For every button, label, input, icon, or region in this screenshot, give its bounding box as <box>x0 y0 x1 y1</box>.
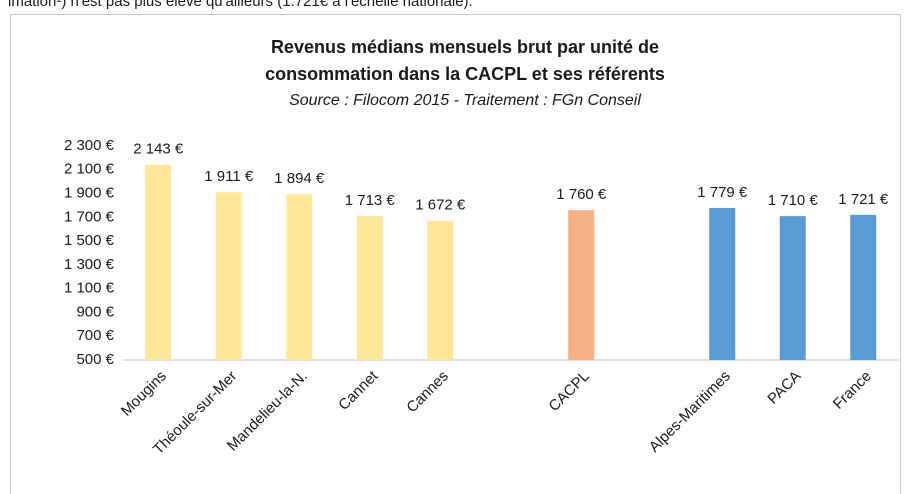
bar <box>568 210 595 360</box>
bar <box>709 207 736 360</box>
x-tick-label: Cannet <box>335 367 382 414</box>
bar <box>427 220 454 360</box>
x-tick-label: PACA <box>764 368 804 408</box>
y-tick-label: 1 100 € <box>64 280 115 297</box>
y-tick-label: 900 € <box>76 303 114 320</box>
bar <box>286 194 313 360</box>
chart-frame <box>10 14 901 494</box>
bar <box>145 164 172 360</box>
value-label: 1 672 € <box>415 197 466 214</box>
value-label: 1 710 € <box>768 192 819 209</box>
bar <box>215 192 242 360</box>
chart-title: Revenus médians mensuels brut par unité … <box>271 37 659 57</box>
y-tick-label: 500 € <box>76 351 114 368</box>
x-tick-label: Alpes-Maritimes <box>646 368 734 456</box>
y-tick-label: 700 € <box>76 327 114 344</box>
bar <box>356 215 383 360</box>
bar <box>779 216 806 360</box>
value-label: 2 143 € <box>133 141 184 158</box>
chart-subtitle: Source : Filocom 2015 - Traitement : FGn… <box>289 92 641 109</box>
x-tick-label: France <box>830 368 875 413</box>
x-tick-label: Cannes <box>403 368 452 417</box>
value-label: 1 894 € <box>274 170 325 187</box>
value-label: 1 779 € <box>697 184 748 201</box>
value-label: 1 713 € <box>345 192 396 209</box>
y-tick-label: 1 900 € <box>64 185 115 202</box>
chart-title: consommation dans la CACPL et ses référe… <box>265 64 665 84</box>
value-label: 1 721 € <box>838 191 889 208</box>
x-tick-label: Mougins <box>118 368 170 420</box>
page-note: imation¹) n'est pas plus élevé qu'ailleu… <box>8 0 473 10</box>
y-tick-label: 1 500 € <box>64 232 115 249</box>
y-tick-label: 2 100 € <box>64 161 115 178</box>
value-label: 1 760 € <box>556 186 607 203</box>
bar <box>850 214 877 360</box>
y-tick-label: 1 700 € <box>64 208 115 225</box>
value-label: 1 911 € <box>204 168 254 185</box>
x-tick-label: CACPL <box>545 368 592 415</box>
y-tick-label: 2 300 € <box>64 137 115 154</box>
y-tick-label: 1 300 € <box>64 256 115 273</box>
